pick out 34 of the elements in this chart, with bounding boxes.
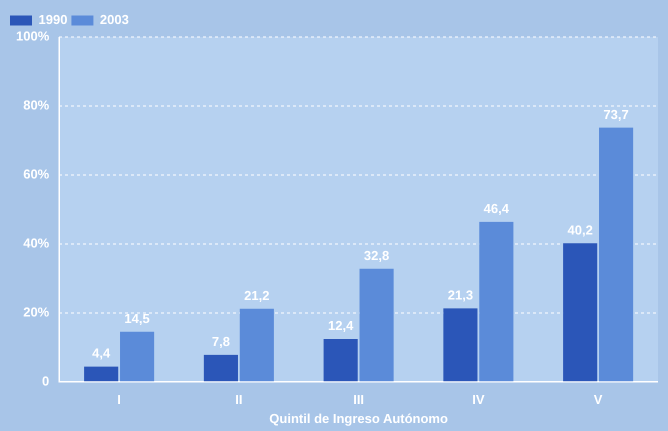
data-label: 7,8 xyxy=(212,334,230,349)
data-label: 40,2 xyxy=(568,222,593,238)
bar xyxy=(84,366,118,382)
data-label: 21,3 xyxy=(448,287,474,302)
bar xyxy=(360,268,394,382)
y-tick-label: 100% xyxy=(16,28,50,44)
legend-label: 1990 xyxy=(38,12,68,28)
legend-label: 2003 xyxy=(100,12,129,28)
y-tick-label: 20% xyxy=(23,304,50,320)
bar xyxy=(443,308,478,382)
y-tick-label: 0 xyxy=(42,373,50,388)
data-label: 32,8 xyxy=(364,248,390,263)
y-tick-label: 80% xyxy=(23,98,50,113)
bar xyxy=(204,354,238,382)
data-label: 14,5 xyxy=(124,310,150,326)
y-tick-label: 40% xyxy=(23,235,50,250)
x-tick-label: IV xyxy=(472,392,485,408)
data-label: 4,4 xyxy=(92,346,111,361)
x-tick-label: III xyxy=(353,392,364,408)
bar xyxy=(324,339,358,382)
bar xyxy=(240,308,274,382)
data-label: 73,7 xyxy=(603,106,629,122)
bar xyxy=(120,332,154,382)
x-tick-label: V xyxy=(594,392,603,408)
x-tick-label: I xyxy=(117,392,121,408)
bar xyxy=(563,243,598,382)
x-tick-label: II xyxy=(235,392,242,408)
data-label: 21,2 xyxy=(244,288,270,303)
data-label: 12,4 xyxy=(328,318,354,334)
x-axis-title: Quintil de Ingreso Autónomo xyxy=(269,410,448,426)
y-tick-label: 60% xyxy=(23,166,50,182)
bar xyxy=(599,128,634,382)
data-label: 46,4 xyxy=(484,200,510,216)
bar xyxy=(479,222,514,382)
